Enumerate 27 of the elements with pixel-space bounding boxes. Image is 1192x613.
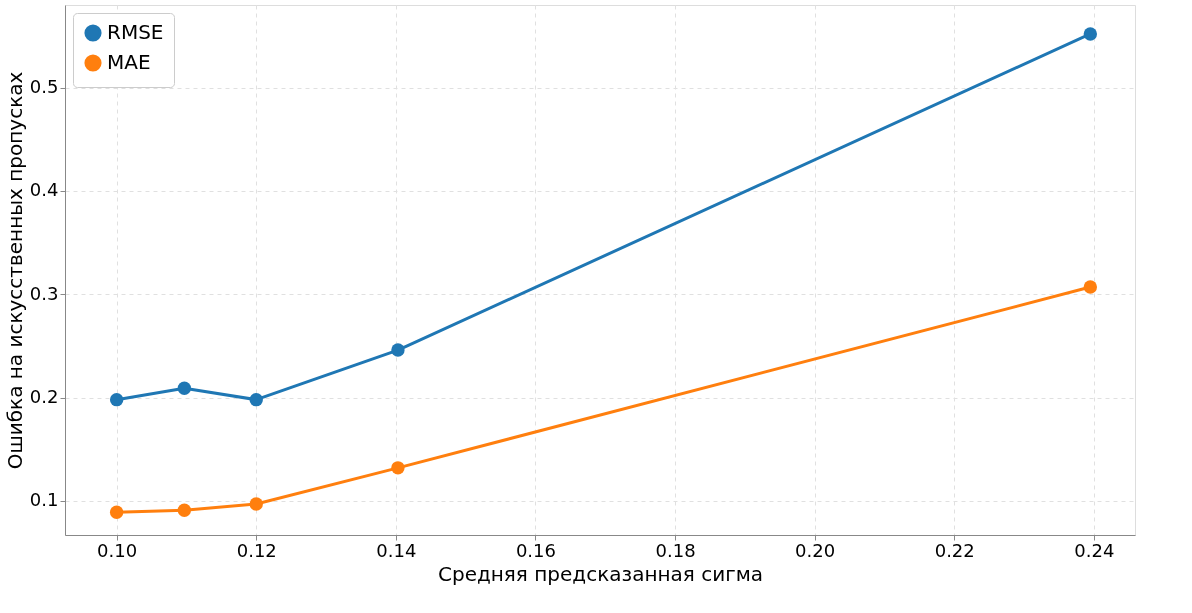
point — [1083, 280, 1098, 294]
x-tick-label: 0.14 — [376, 539, 417, 561]
legend-label: MAE — [107, 50, 151, 74]
y-tick-label: 0.1 — [29, 489, 59, 511]
point — [177, 503, 192, 517]
legend-label: RMSE — [107, 20, 164, 44]
x-tick-label: 0.12 — [236, 539, 277, 561]
point — [1083, 27, 1098, 41]
x-tick-label: 0.16 — [515, 539, 556, 561]
point — [177, 381, 192, 395]
x-tick-label: 0.24 — [1074, 539, 1115, 561]
y-tick-label: 0.3 — [29, 282, 59, 304]
point — [391, 343, 405, 357]
point — [109, 505, 124, 519]
point — [249, 497, 263, 511]
x-tick-label: 0.22 — [934, 539, 975, 561]
x-tick-label: 0.10 — [97, 539, 138, 561]
x-axis-title: Средняя предсказанная сигма — [437, 561, 764, 586]
y-tick-label: 0.4 — [29, 179, 59, 201]
point — [391, 461, 405, 475]
point — [109, 392, 124, 407]
x-tick-label: 0.20 — [795, 539, 836, 561]
y-tick-label: 0.5 — [29, 76, 59, 98]
x-tick-label: 0.18 — [655, 539, 696, 561]
point — [249, 392, 263, 407]
y-tick-label: 0.2 — [29, 386, 59, 408]
y-axis-title: Ошибка на искусственных пропусках — [2, 71, 27, 470]
